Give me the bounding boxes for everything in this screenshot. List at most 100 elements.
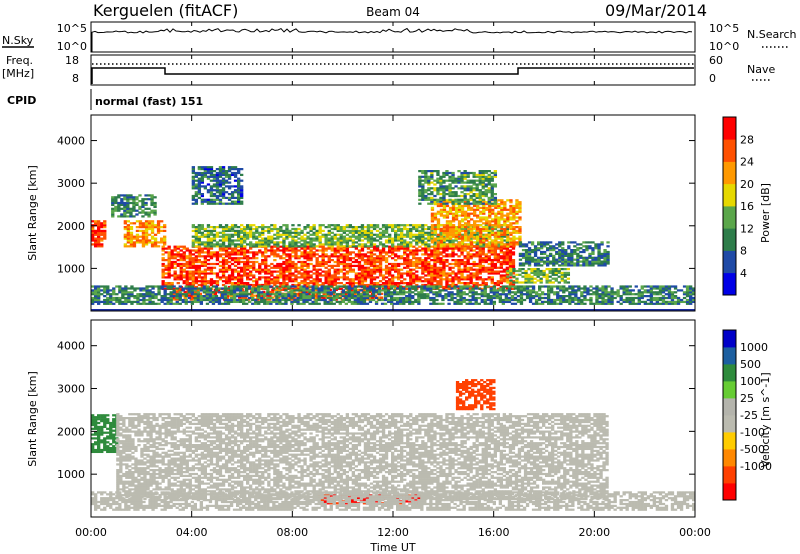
power-cell	[463, 185, 467, 188]
power-cell	[322, 292, 326, 295]
power-cell	[439, 257, 443, 260]
power-cell	[493, 264, 498, 268]
power-cell	[378, 255, 383, 258]
power-cell	[481, 249, 485, 252]
power-cell	[103, 229, 107, 233]
power-cell	[237, 253, 241, 256]
power-cell	[511, 266, 516, 269]
power-cell	[279, 227, 283, 231]
power-cell	[276, 280, 280, 283]
power-cell	[144, 227, 149, 231]
power-cell	[494, 241, 498, 244]
power-cell	[115, 285, 119, 288]
power-cell	[273, 255, 277, 258]
power-cell	[366, 257, 371, 260]
power-cell	[439, 189, 443, 192]
power-cell	[197, 268, 202, 271]
power-cell	[473, 241, 477, 244]
power-cell	[540, 260, 544, 263]
power-cell	[424, 173, 428, 177]
power-cell	[500, 231, 504, 234]
power-cell	[366, 259, 371, 262]
power-cell	[206, 168, 211, 171]
power-cell	[279, 283, 283, 287]
power-cell	[472, 272, 476, 275]
power-cell	[394, 255, 398, 258]
power-cell	[579, 247, 583, 250]
power-cell	[97, 237, 101, 240]
power-cell	[345, 233, 350, 236]
power-cell	[318, 224, 322, 227]
power-cell	[224, 181, 229, 184]
power-cell	[150, 194, 154, 197]
power-cell	[261, 262, 265, 266]
power-cell	[206, 280, 211, 283]
power-cell	[191, 175, 196, 178]
power-cell	[249, 227, 253, 231]
power-cell	[436, 235, 440, 238]
power-cell	[306, 237, 310, 240]
power-cell	[261, 251, 265, 254]
power-cell	[518, 254, 523, 258]
power-cell	[433, 187, 437, 190]
power-cell	[378, 243, 383, 246]
power-cell	[133, 295, 137, 298]
power-cell	[243, 282, 247, 285]
power-cell	[294, 241, 298, 244]
power-cell	[567, 264, 571, 267]
power-cell	[566, 273, 571, 276]
power-cell	[348, 283, 353, 287]
power-cell	[124, 291, 128, 294]
power-cell	[511, 259, 516, 262]
power-cell	[309, 227, 313, 231]
power-cell	[197, 227, 202, 231]
power-cell	[381, 257, 386, 260]
power-cell	[240, 224, 244, 227]
power-cell	[255, 268, 259, 271]
power-cell	[445, 276, 449, 279]
power-cell	[442, 196, 446, 200]
power-cell	[91, 296, 95, 300]
power-cell	[261, 243, 265, 246]
power-cell	[221, 272, 226, 275]
power-cell	[448, 262, 452, 266]
power-cell	[200, 181, 205, 184]
power-cell	[412, 253, 416, 256]
power-cell	[466, 231, 470, 234]
power-cell	[324, 282, 328, 285]
power-cell	[170, 253, 174, 256]
power-cell	[227, 264, 232, 268]
power-cell	[494, 214, 498, 217]
power-cell	[363, 262, 368, 266]
power-cell	[427, 278, 431, 281]
power-cell	[478, 272, 482, 275]
power-cell	[442, 264, 446, 268]
power-cell	[372, 278, 377, 281]
power-cell	[482, 241, 486, 244]
power-cell	[240, 247, 244, 250]
power-cell	[203, 259, 208, 262]
power-cell	[372, 224, 377, 227]
power-cell	[388, 266, 392, 269]
power-cell	[484, 179, 488, 182]
power-cell	[197, 255, 202, 258]
power-cell	[518, 216, 522, 219]
power-cell	[439, 198, 443, 201]
power-cell	[463, 187, 467, 190]
power-cell	[297, 257, 301, 260]
power-cell	[215, 175, 220, 178]
power-cell	[240, 187, 244, 190]
power-cell	[388, 282, 392, 285]
power-cell	[273, 251, 277, 254]
power-cell	[485, 208, 489, 211]
power-cell	[348, 262, 353, 266]
power-cell	[212, 272, 217, 275]
power-cell	[156, 220, 161, 223]
power-cell	[397, 257, 401, 260]
power-cell	[255, 260, 259, 264]
power-cell	[430, 177, 434, 180]
power-cell	[312, 251, 316, 254]
power-cell	[537, 247, 541, 250]
power-cell	[424, 233, 428, 236]
power-cell	[176, 255, 180, 258]
